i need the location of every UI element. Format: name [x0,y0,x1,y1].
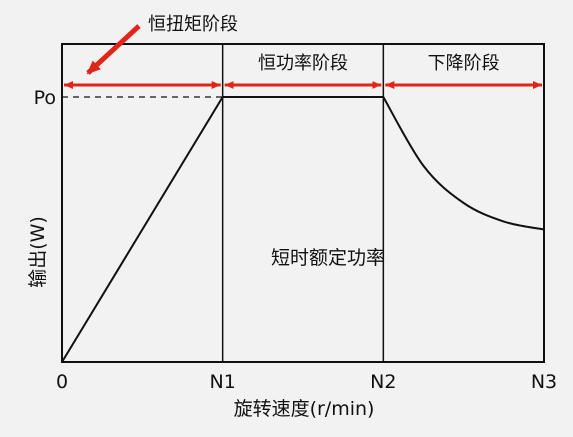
x-tick-label: 0 [56,371,68,393]
y-axis-title: 输出(W) [27,216,49,288]
plot-frame [61,43,545,363]
phase-label-left: 恒扭矩阶段 [148,14,238,35]
x-tick-labels: 0 N1 N2 N3 [56,371,557,393]
phase-label-right: 下降阶段 [428,53,500,74]
x-tick-label: N2 [370,371,396,393]
x-tick-label: N1 [210,371,236,393]
curve-annotation: 短时额定功率 [271,247,385,269]
x-axis-title: 旋转速度(r/min) [234,398,375,420]
x-tick-label: N3 [531,371,557,393]
callout-arrow [86,24,141,75]
phase-label-mid: 恒功率阶段 [258,53,348,74]
output-curve [61,96,545,363]
phase-dividers [221,44,385,362]
y-tick-label: Po [34,87,56,109]
